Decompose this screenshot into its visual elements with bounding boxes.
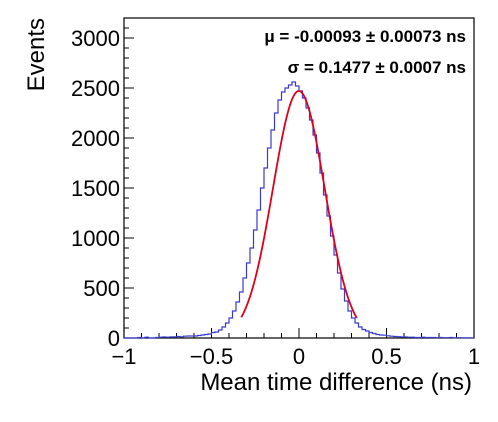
x-tick-label: 0.5: [371, 344, 402, 369]
gaussian-fit-curve: [240, 90, 358, 319]
y-tick-label: 1000: [71, 226, 120, 251]
x-axis-ticks: −1 −0.5 0 0.5 1: [111, 328, 480, 369]
y-axis-title: Events: [23, 18, 50, 91]
x-tick-label: 1: [468, 344, 480, 369]
x-tick-label: −0.5: [190, 344, 233, 369]
y-tick-label: 2000: [71, 126, 120, 151]
fit-mean-annotation: μ = -0.00093 ± 0.00073 ns: [264, 27, 466, 46]
x-tick-label: 0: [293, 344, 305, 369]
y-tick-label: 0: [108, 326, 120, 351]
y-tick-label: 1500: [71, 176, 120, 201]
y-axis-ticks: 0 500 1000 1500 2000 2500 3000: [71, 26, 134, 351]
x-axis-title: Mean time difference (ns): [200, 369, 472, 396]
y-tick-label: 500: [83, 276, 120, 301]
histogram-line: [124, 81, 474, 339]
y-tick-label: 2500: [71, 76, 120, 101]
fit-sigma-annotation: σ = 0.1477 ± 0.0007 ns: [288, 58, 466, 77]
x-tick-label: −1: [111, 344, 136, 369]
y-tick-label: 3000: [71, 26, 120, 51]
